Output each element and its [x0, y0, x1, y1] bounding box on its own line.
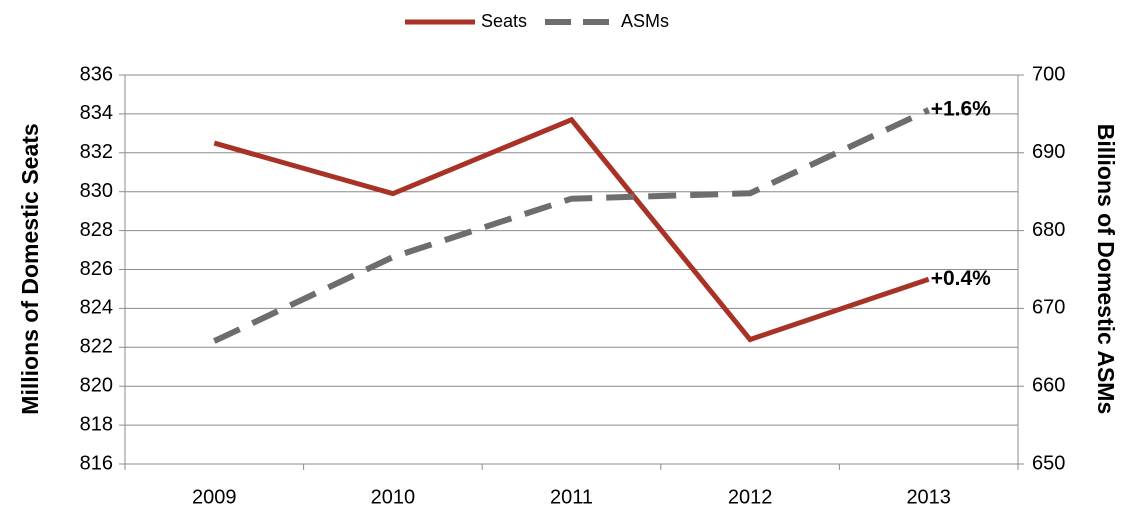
- y-axis-title: Millions of Domestic Seats: [17, 123, 43, 414]
- series-line: [213, 116, 930, 343]
- x-tick-label: 2009: [192, 486, 237, 508]
- y2-tick-label: 650: [1032, 452, 1065, 474]
- y2-tick-label: 690: [1032, 141, 1065, 163]
- legend-label: Seats: [481, 11, 527, 31]
- y-tick-label: 828: [80, 219, 113, 241]
- y-tick-label: 816: [80, 452, 113, 474]
- annotation: +1.6%: [931, 98, 991, 121]
- y2-tick-label: 700: [1032, 63, 1065, 85]
- x-tick-label: 2013: [906, 486, 951, 508]
- y-tick-label: 834: [80, 102, 113, 124]
- x-tick-label: 2011: [550, 486, 593, 508]
- y-tick-label: 832: [80, 141, 113, 163]
- y-tick-label: 818: [80, 413, 113, 435]
- y2-tick-label: 680: [1032, 219, 1065, 241]
- y2-tick-label: 670: [1032, 297, 1065, 319]
- y-tick-label: 822: [80, 336, 113, 358]
- y-tick-label: 830: [80, 180, 113, 202]
- y-tick-label: 826: [80, 258, 113, 280]
- x-tick-label: 2010: [371, 486, 416, 508]
- y2-axis-title: Billions of Domestic ASMs: [1093, 124, 1119, 415]
- series-line: [213, 107, 930, 344]
- x-tick-label: 2012: [728, 486, 773, 508]
- annotation: +0.4%: [931, 267, 991, 290]
- y2-tick-label: 660: [1032, 374, 1065, 396]
- y-tick-label: 820: [80, 374, 113, 396]
- legend-label: ASMs: [621, 11, 669, 31]
- y-tick-label: 836: [80, 63, 113, 85]
- y-tick-label: 824: [80, 297, 113, 319]
